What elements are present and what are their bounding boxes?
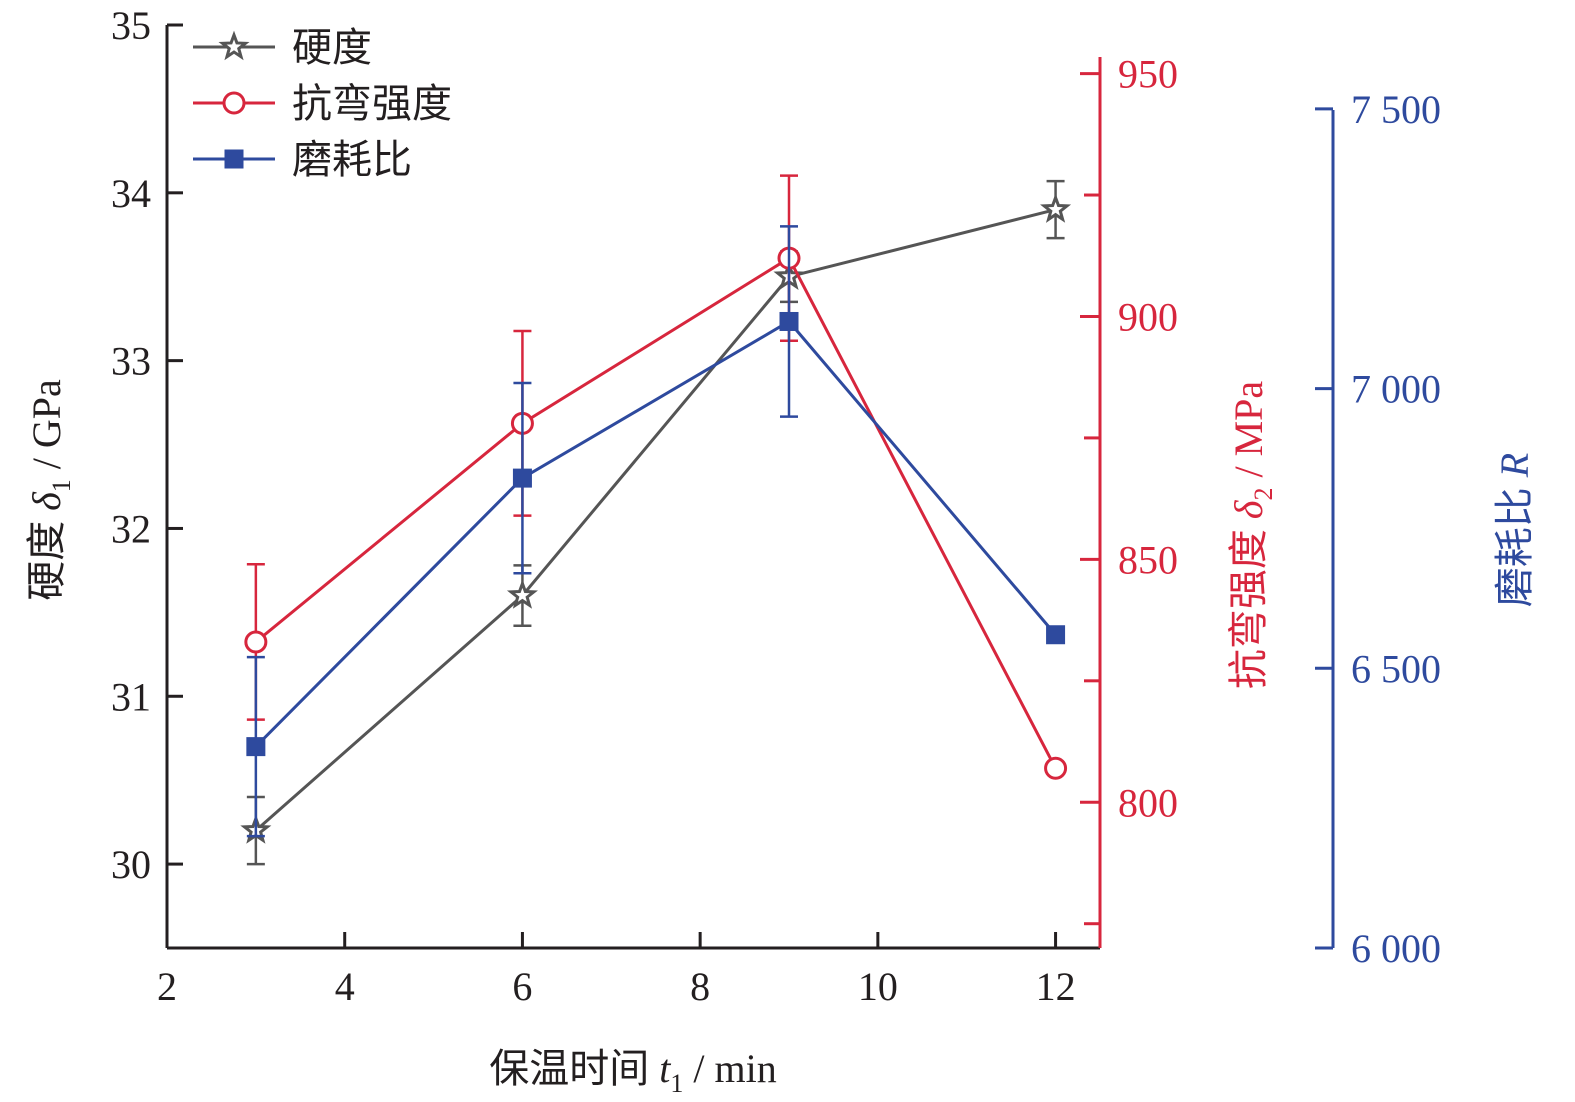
data-point-star (506, 579, 538, 609)
x-axis-title-text: 保温时间 (489, 1046, 659, 1091)
legend-label: 抗弯强度 (292, 81, 452, 126)
data-point-star (1040, 193, 1072, 223)
ratio-tick-label: 6 000 (1351, 926, 1441, 971)
left-tick-label: 33 (111, 339, 151, 384)
ratio-tick-label: 6 500 (1351, 646, 1441, 691)
strength-axis-title-text: 抗弯强度 (1226, 519, 1271, 689)
strength-axis-title-unit: / MPa (1226, 381, 1271, 488)
legend-marker-square (224, 149, 244, 169)
series-line-star (254, 208, 1056, 832)
x-tick-label: 12 (1036, 964, 1076, 1009)
legend-item: 抗弯强度 (193, 81, 452, 126)
ratio-tick-label: 7 500 (1351, 87, 1441, 132)
data-point-square (512, 468, 532, 488)
x-tick-label: 6 (512, 964, 532, 1009)
data-point-square (779, 311, 799, 331)
left-tick-label: 32 (111, 506, 151, 551)
ratio-axis-title-text: 磨耗比 (1492, 477, 1537, 607)
legend-item: 磨耗比 (193, 137, 412, 182)
x-tick-label: 10 (858, 964, 898, 1009)
strength-tick-label: 950 (1118, 52, 1178, 97)
series-line-circle (254, 256, 1057, 769)
legend-label: 硬度 (292, 25, 372, 70)
left-tick-label: 30 (111, 842, 151, 887)
strength-axis-title-variable: δ (1226, 499, 1271, 519)
ratio-axis-title: 磨耗比 R (1492, 453, 1537, 607)
series-line-square (254, 319, 1057, 748)
left-tick-label: 34 (111, 171, 151, 216)
strength-tick-label: 850 (1118, 537, 1178, 582)
hardness-axis-title-unit: / GPa (24, 379, 69, 479)
x-axis-title: 保温时间 t1 / min (489, 1046, 776, 1098)
x-tick-label: 4 (335, 964, 355, 1009)
legend-marker-circle (222, 91, 246, 115)
strength-axis-title: 抗弯强度 δ2 / MPa (1226, 381, 1278, 690)
data-point-square (246, 737, 266, 757)
data-point-square (1046, 625, 1066, 645)
data-point-circle (1044, 756, 1068, 780)
x-tick-label: 2 (157, 964, 177, 1009)
x-axis-title-subscript: 1 (670, 1069, 683, 1098)
series-square (246, 225, 1066, 838)
ratio-tick-label: 7 000 (1351, 367, 1441, 412)
hardness-axis-title: 硬度 δ1 / GPa (24, 379, 76, 601)
series-layer (240, 174, 1072, 866)
data-point-circle (244, 630, 268, 654)
strength-tick-label: 800 (1118, 780, 1178, 825)
x-axis-title-unit: / min (683, 1046, 776, 1091)
legend-label: 磨耗比 (292, 137, 412, 182)
series-circle (244, 174, 1068, 780)
left-tick-label: 35 (111, 3, 151, 48)
ratio-axis-title-variable: R (1492, 453, 1537, 478)
strength-axis-title-subscript: 2 (1249, 488, 1278, 501)
x-axis-title-variable: t (659, 1046, 671, 1091)
hardness-axis-title-text: 硬度 (24, 511, 69, 601)
x-tick-label: 8 (690, 964, 710, 1009)
strength-tick-label: 900 (1118, 294, 1178, 339)
left-tick-label: 31 (111, 674, 151, 719)
hardness-axis-title-variable: δ (24, 491, 69, 511)
hardness-axis-title-subscript: 1 (47, 479, 76, 492)
legend-marker-star (218, 30, 250, 61)
series-star (240, 179, 1072, 866)
legend-item: 硬度 (193, 25, 372, 70)
